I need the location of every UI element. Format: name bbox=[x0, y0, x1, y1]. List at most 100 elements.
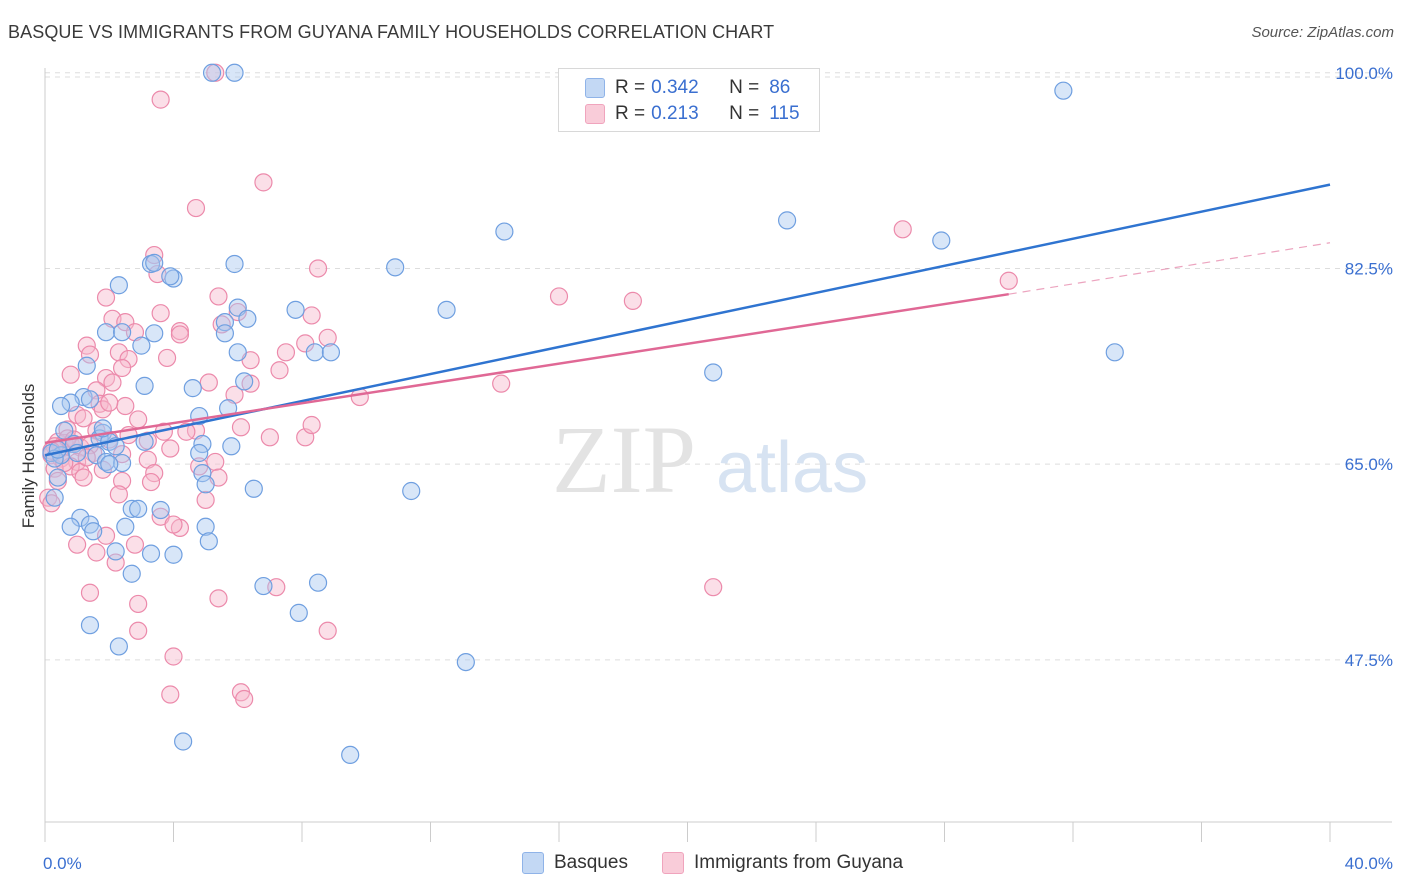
basques-point bbox=[286, 300, 305, 319]
guyana-point bbox=[125, 535, 145, 554]
basques-point bbox=[215, 324, 234, 343]
basques-point bbox=[196, 517, 215, 536]
basques-point bbox=[80, 616, 100, 635]
r-label: R = bbox=[615, 77, 646, 98]
guyana-point bbox=[209, 589, 228, 608]
guyana-point bbox=[157, 348, 177, 368]
basques-point bbox=[235, 372, 254, 391]
basques-point bbox=[321, 343, 341, 362]
x-tick-label: 40.0% bbox=[1345, 854, 1393, 873]
basques-point bbox=[129, 499, 148, 518]
guyana-point bbox=[42, 494, 61, 513]
guyana-point bbox=[80, 345, 100, 364]
guyana-point bbox=[164, 647, 183, 666]
watermark-zip: ZIP bbox=[552, 406, 696, 513]
trend-layer bbox=[44, 183, 1331, 457]
n-label: N = bbox=[729, 77, 760, 98]
legend-label: Basques bbox=[554, 852, 628, 873]
y-axis-label: Family Households bbox=[19, 384, 38, 529]
basques-point bbox=[254, 576, 273, 596]
basques-point bbox=[289, 603, 308, 622]
guyana-swatch bbox=[662, 852, 684, 874]
source-label: Source: ZipAtlas.com bbox=[1251, 24, 1394, 41]
guyana-point bbox=[270, 361, 289, 380]
guyana-point bbox=[302, 415, 321, 435]
guyana-point bbox=[100, 393, 119, 412]
legend-label: Immigrants from Guyana bbox=[694, 852, 904, 873]
basques-point bbox=[135, 376, 154, 395]
guyana-point bbox=[112, 471, 132, 491]
legend-row-basques: R = 0.342 N = 86 bbox=[585, 75, 790, 101]
n-value: 86 bbox=[769, 77, 791, 98]
guyana-point bbox=[235, 689, 254, 709]
guyana-point bbox=[80, 583, 100, 602]
tick-labels: 47.5% 65.0% 82.5% 100.0% 0.0% 40.0% bbox=[43, 64, 1393, 873]
basques-point bbox=[77, 356, 96, 375]
guyana-point bbox=[549, 287, 569, 306]
guyana-point bbox=[893, 220, 912, 239]
y-tick-label: 47.5% bbox=[1345, 651, 1393, 670]
guyana-point bbox=[276, 343, 296, 362]
guyana-point bbox=[109, 343, 128, 362]
guyana-point bbox=[39, 488, 58, 507]
legend-item-guyana[interactable]: Immigrants from Guyana bbox=[662, 852, 903, 874]
basques-point bbox=[45, 488, 64, 507]
basques-point bbox=[61, 517, 80, 536]
guyana-point bbox=[129, 594, 148, 614]
guyana-trend-line-extension bbox=[1008, 242, 1331, 295]
basques-point bbox=[190, 443, 209, 463]
basques-point bbox=[48, 440, 67, 459]
basques-point bbox=[437, 300, 456, 319]
basques-point bbox=[145, 253, 164, 272]
basques-point bbox=[305, 343, 324, 362]
basques-point bbox=[222, 437, 241, 456]
basques-point bbox=[116, 517, 135, 536]
guyana-point bbox=[492, 374, 511, 393]
basques-point bbox=[122, 564, 141, 583]
basques-point bbox=[402, 481, 421, 501]
basques-point bbox=[704, 363, 723, 382]
basques-point bbox=[161, 267, 180, 286]
basques-point bbox=[456, 652, 475, 672]
y-tick-label: 65.0% bbox=[1345, 455, 1393, 474]
guyana-point bbox=[318, 621, 337, 640]
y-tick-label: 100.0% bbox=[1335, 64, 1393, 83]
basques-point bbox=[196, 475, 215, 494]
r-value: 0.342 bbox=[651, 77, 699, 98]
guyana-point bbox=[93, 400, 112, 419]
basques-point bbox=[48, 468, 67, 487]
guyana-point bbox=[90, 394, 109, 413]
basques-point bbox=[495, 222, 514, 241]
basques-point bbox=[164, 545, 183, 564]
guyana-point bbox=[129, 410, 148, 429]
basques-point bbox=[228, 343, 247, 362]
y-tick-label: 82.5% bbox=[1345, 259, 1393, 278]
guyana-point bbox=[260, 428, 279, 447]
basques-point bbox=[51, 396, 71, 416]
basques-point bbox=[61, 393, 80, 412]
basques-point bbox=[183, 379, 202, 398]
legend-item-basques[interactable]: Basques bbox=[522, 852, 628, 874]
basques-point bbox=[174, 732, 193, 751]
guyana-point bbox=[254, 173, 273, 192]
guyana-trend-line bbox=[44, 292, 1009, 445]
x-tick-label: 0.0% bbox=[43, 854, 82, 873]
basques-point bbox=[87, 446, 106, 465]
r-value: 0.213 bbox=[651, 103, 699, 124]
guyana-point bbox=[209, 287, 228, 306]
guyana-point bbox=[129, 621, 148, 640]
guyana-point bbox=[109, 485, 128, 504]
guyana-point bbox=[61, 365, 80, 384]
guyana-point bbox=[112, 358, 132, 378]
legend-series: Basques Immigrants from Guyana bbox=[0, 852, 1406, 878]
guyana-point bbox=[623, 291, 642, 310]
guyana-point bbox=[170, 325, 190, 344]
guyana-point bbox=[161, 685, 180, 704]
basques-point bbox=[777, 211, 797, 230]
r-label: R = bbox=[615, 103, 646, 124]
basques-point bbox=[238, 309, 257, 328]
basques-point bbox=[109, 276, 128, 295]
basques-point bbox=[225, 254, 244, 274]
guyana-point bbox=[704, 578, 723, 597]
